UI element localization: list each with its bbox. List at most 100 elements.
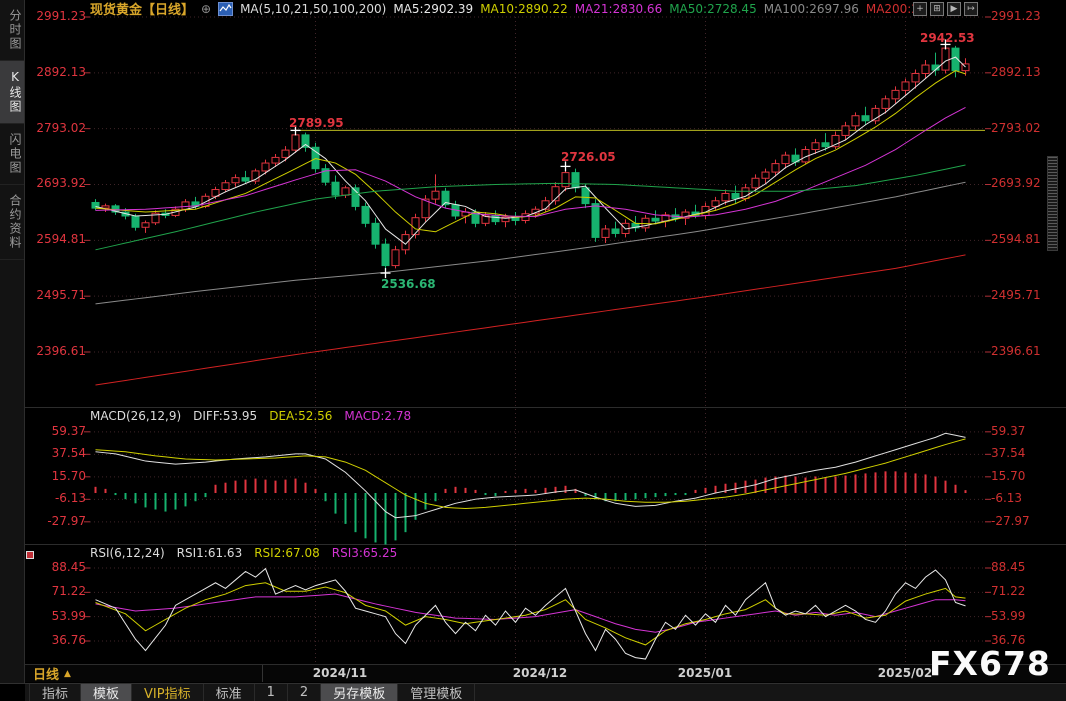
sidebar-tab-contract-info[interactable]: 合约资料 (0, 185, 24, 260)
macd-lines-layer (95, 432, 966, 519)
high-price-annotation: 2942.53 (920, 31, 975, 45)
ma200-value: MA200:2 (865, 1, 919, 16)
price-axis-label: 2396.61 (991, 344, 1041, 358)
rsi-axis-label: 53.99 (51, 609, 86, 623)
toolbar-corner (0, 683, 25, 701)
high-price-annotation: 2789.95 (289, 116, 344, 130)
rsi-title: RSI(6,12,24) (90, 546, 165, 560)
timeline-bar: 日线 ▲ 2024/11 2024/12 2025/01 2025/02 (25, 665, 1066, 683)
rsi-axis-label: 71.22 (51, 584, 86, 598)
price-axis-label: 2594.81 (991, 232, 1041, 246)
price-axis-label: 2693.92 (991, 176, 1041, 190)
macd-axis-label: -27.97 (47, 514, 86, 528)
rsi-axis-label: 36.76 (991, 633, 1026, 647)
rsi-axis-label: 71.22 (991, 584, 1026, 598)
macd-header: MACD(26,12,9) DIFF:53.95 DEA:52.56 MACD:… (90, 409, 411, 423)
ma100-value: MA100:2697.96 (763, 1, 859, 16)
toolbar-item-vip-indicators[interactable]: VIP指标 (132, 684, 204, 701)
add-indicator-icon[interactable]: ⊕ (201, 1, 212, 16)
rsi-axis-label: 36.76 (51, 633, 86, 647)
macd-axis-label: 15.70 (51, 469, 86, 483)
macd-axis-label: 37.54 (991, 446, 1026, 460)
price-axis-label: 2793.02 (991, 121, 1041, 135)
toolbar-item-page-2[interactable]: 2 (288, 684, 322, 701)
macd-title: MACD(26,12,9) (90, 409, 182, 423)
high-price-annotation: 2726.05 (561, 150, 616, 164)
rsi-header: RSI(6,12,24) RSI1:61.63 RSI2:67.08 RSI3:… (90, 546, 397, 560)
toolbar-item-save-template[interactable]: 另存模板 (321, 684, 399, 701)
date-tick-label: 2024/12 (512, 666, 568, 680)
price-axis-label: 2991.23 (991, 9, 1041, 23)
date-tick-label: 2024/11 (312, 666, 368, 680)
ma50-value: MA50:2728.45 (669, 1, 757, 16)
rsi1-value: RSI1:61.63 (176, 546, 243, 560)
price-axis-label: 2991.23 (36, 9, 86, 23)
ma-indicator-icon[interactable] (218, 1, 234, 16)
price-axis-label: 2793.02 (36, 121, 86, 135)
macd-axis-label: 59.37 (51, 424, 86, 438)
instrument-title: 现货黄金【日线】 (90, 3, 195, 18)
period-label: 日线 (33, 668, 60, 683)
ma-lines-layer (95, 56, 966, 386)
toolbar-item-standard[interactable]: 标准 (204, 684, 255, 701)
ma-settings-label: MA(5,10,21,50,100,200) (240, 1, 387, 16)
play-forward-icon[interactable]: ▶ (947, 2, 961, 16)
annotation-markers-layer (290, 39, 951, 279)
macd-axis-label: 59.37 (991, 424, 1026, 438)
price-axis-label: 2892.13 (36, 65, 86, 79)
sidebar-tab-timeshare[interactable]: 分时图 (0, 0, 24, 61)
toolbar-item-templates[interactable]: 模板 (81, 684, 133, 701)
macd-axis-label: -6.13 (991, 491, 1023, 505)
period-dropdown-arrow-icon: ▲ (64, 668, 71, 679)
price-axis-label: 2693.92 (36, 176, 86, 190)
rsi-lines-layer (95, 567, 966, 660)
macd-axis-label: 15.70 (991, 469, 1026, 483)
panel-separator (25, 544, 1066, 545)
macd-diff-value: DIFF:53.95 (193, 409, 258, 423)
bottom-toolbar: 指标 模板 VIP指标 标准 1 2 另存模板 管理模板 (25, 683, 1066, 701)
chart-header-bar: 现货黄金【日线】 ⊕ MA(5,10,21,50,100,200) MA5:29… (25, 0, 1066, 18)
macd-histogram-layer (94, 471, 967, 545)
date-tick-label: 2025/02 (877, 666, 933, 680)
rsi3-value: RSI3:65.25 (331, 546, 398, 560)
macd-axis-label: 37.54 (51, 446, 86, 460)
price-axis-label: 2892.13 (991, 65, 1041, 79)
candles-layer (91, 44, 970, 274)
period-selector[interactable]: 日线 ▲ (25, 665, 263, 683)
price-axis-label: 2495.71 (991, 288, 1041, 302)
macd-axis-label: -6.13 (54, 491, 86, 505)
toolbar-item-indicators[interactable]: 指标 (29, 684, 82, 701)
price-scale-scrollbar[interactable] (1047, 156, 1058, 251)
toolbar-item-manage-templates[interactable]: 管理模板 (398, 684, 476, 701)
panel-separator (25, 407, 1066, 408)
zoom-range-icon[interactable]: ⊞ (930, 2, 944, 16)
panel-separator (25, 664, 1066, 665)
rsi-anchor-icon[interactable] (26, 551, 34, 559)
price-axis-label: 2396.61 (36, 344, 86, 358)
ma5-value: MA5:2902.39 (393, 1, 474, 16)
macd-macd-value: MACD:2.78 (344, 409, 412, 423)
rsi-axis-label: 53.99 (991, 609, 1026, 623)
axis-ticks-layer (84, 16, 991, 642)
grid-layer (90, 16, 985, 664)
toolbar-item-page-1[interactable]: 1 (255, 684, 288, 701)
price-axis-label: 2594.81 (36, 232, 86, 246)
rsi2-value: RSI2:67.08 (254, 546, 320, 560)
date-tick-label: 2025/01 (677, 666, 733, 680)
pan-crosshair-icon[interactable]: + (913, 2, 927, 16)
rsi-axis-label: 88.45 (51, 560, 86, 574)
ma21-value: MA21:2830.66 (574, 1, 663, 16)
sidebar: 分时图 K线图 闪电图 合约资料 (0, 0, 25, 683)
macd-axis-label: -27.97 (991, 514, 1030, 528)
fx678-watermark: FX678 (929, 644, 1051, 683)
price-axis-label: 2495.71 (36, 288, 86, 302)
macd-dea-value: DEA:52.56 (269, 409, 333, 423)
sidebar-tab-kline[interactable]: K线图 (0, 61, 24, 124)
ma10-value: MA10:2890.22 (480, 1, 568, 16)
chart-toolbar-icons: + ⊞ ▶ ↦ (913, 2, 978, 16)
jump-latest-icon[interactable]: ↦ (964, 2, 978, 16)
sidebar-tab-lightning[interactable]: 闪电图 (0, 124, 24, 185)
low-price-annotation: 2536.68 (381, 277, 436, 291)
